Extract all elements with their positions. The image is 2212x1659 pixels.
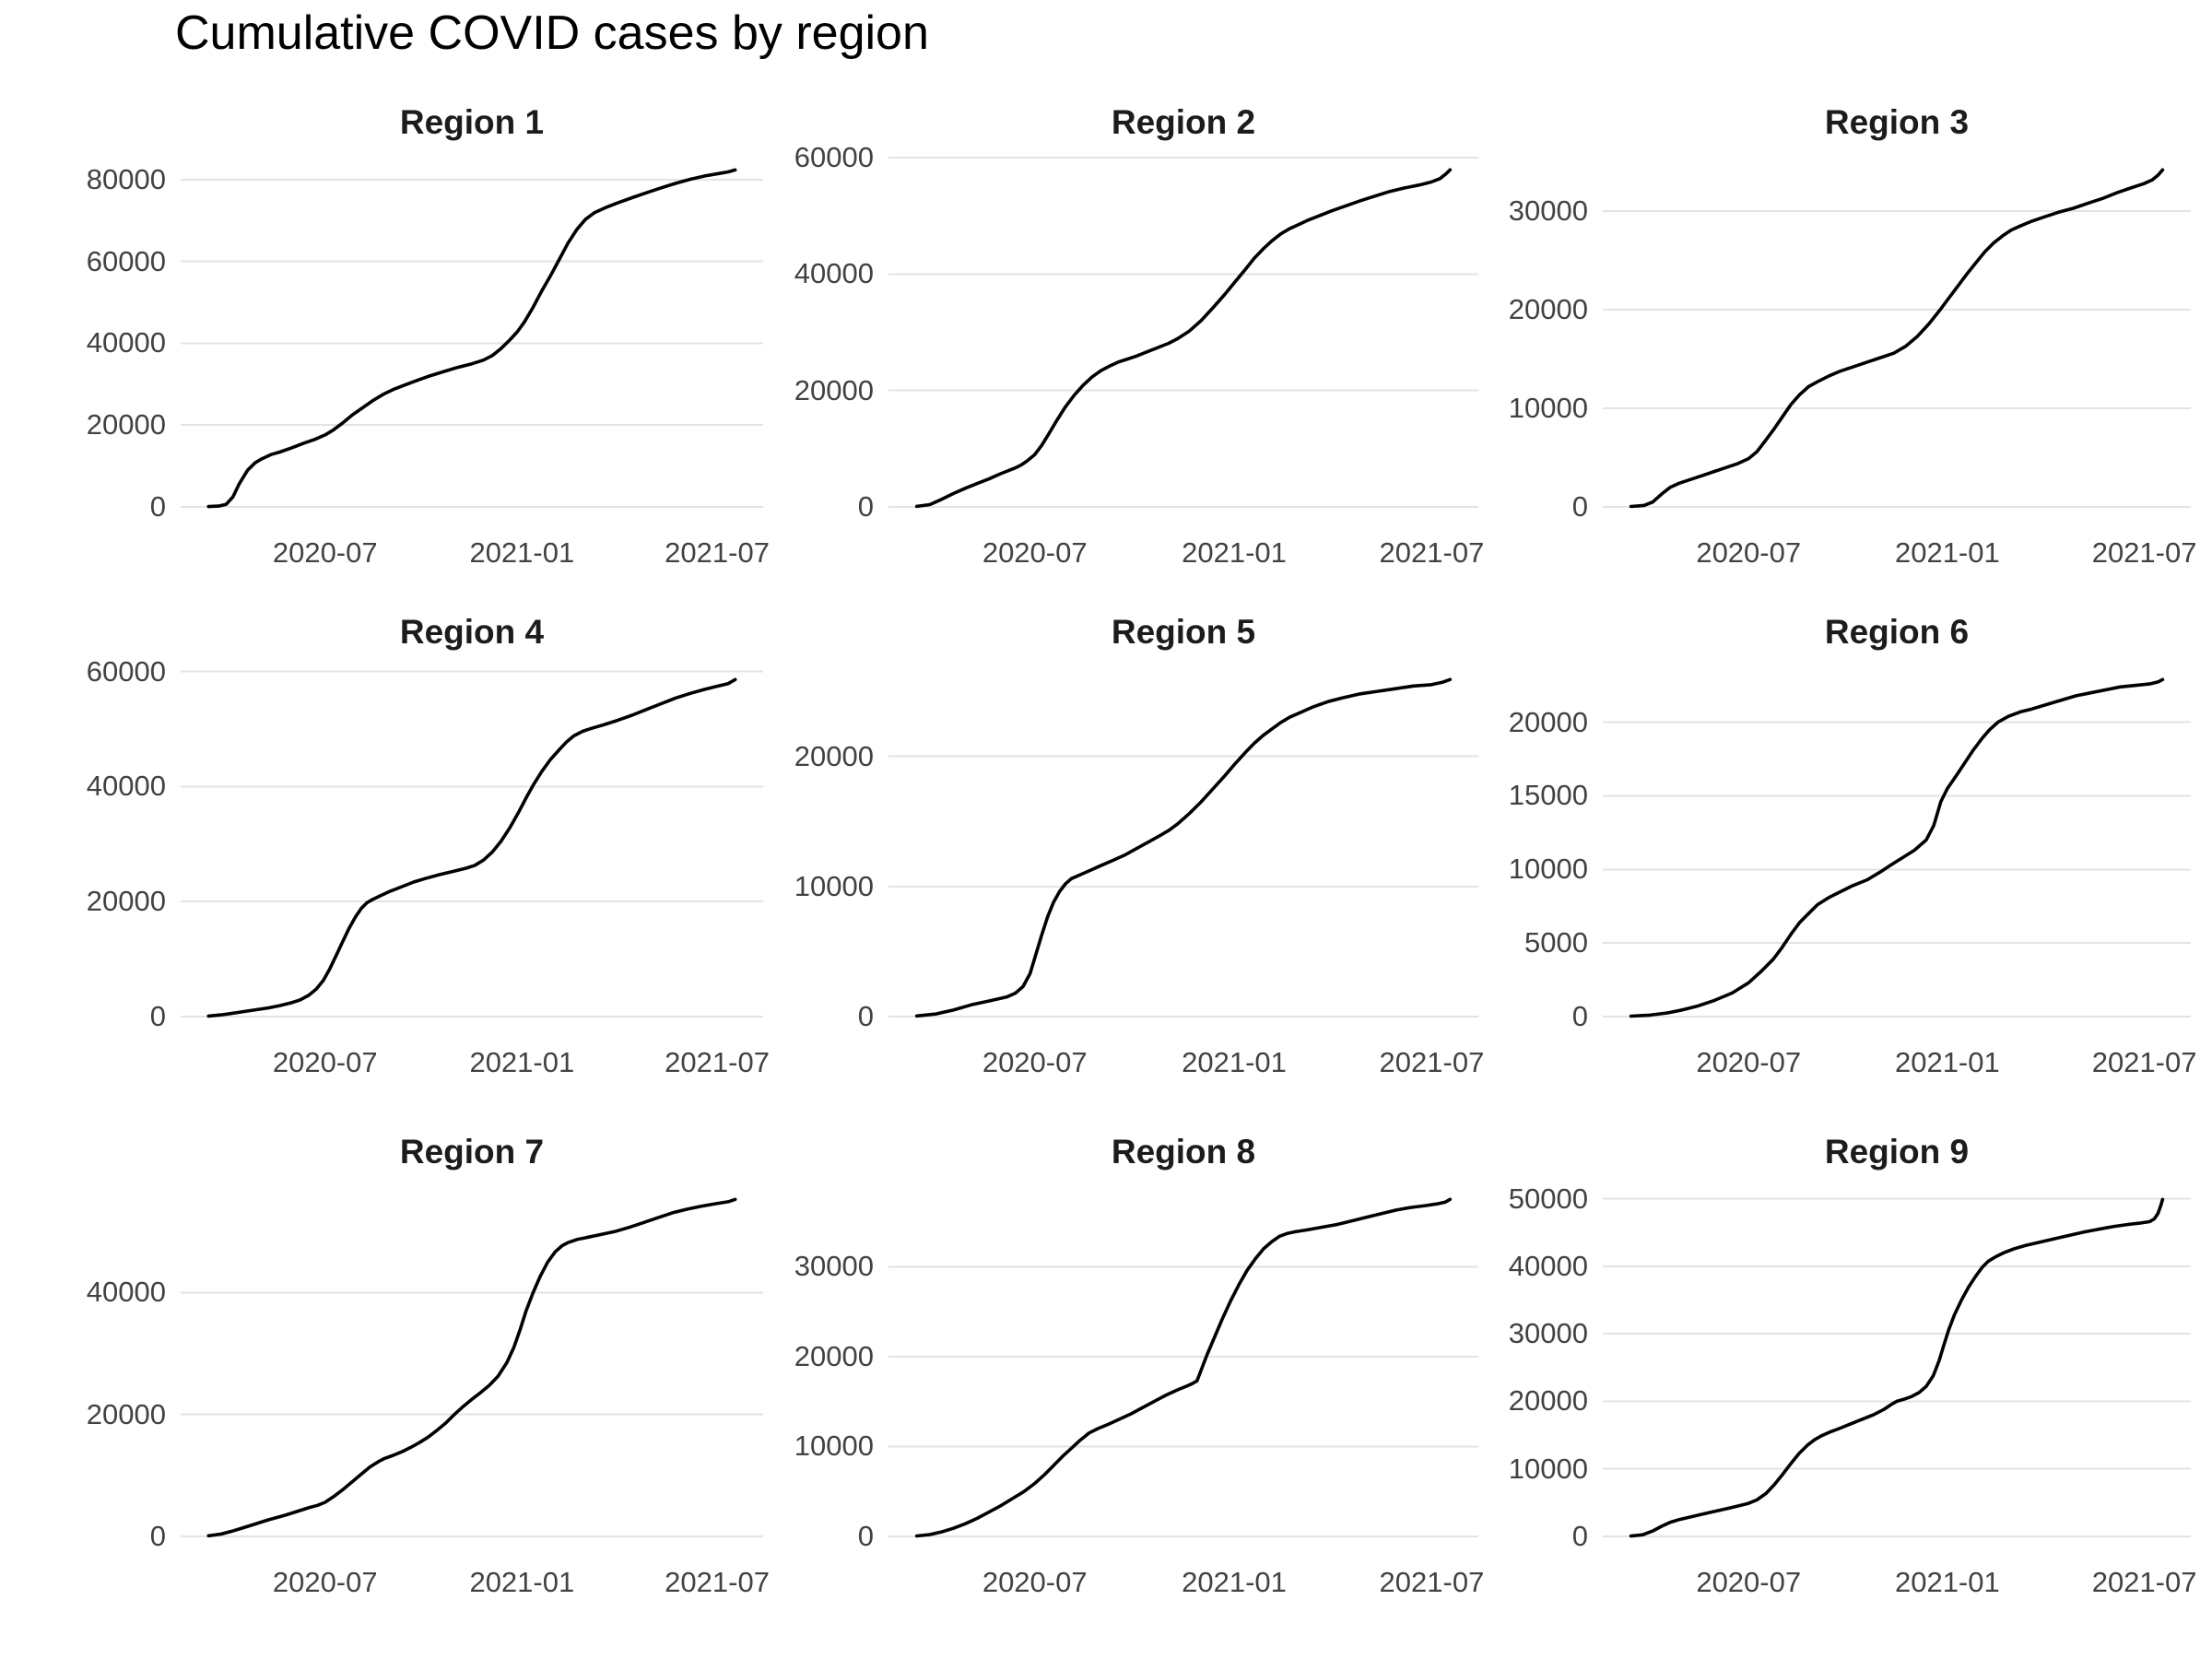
x-tick-label: 2021-01 bbox=[469, 536, 575, 569]
y-tick-label: 40000 bbox=[1508, 1249, 1588, 1282]
x-tick-label: 2020-07 bbox=[982, 1046, 1088, 1078]
y-tick-label: 30000 bbox=[1508, 194, 1588, 228]
subplot-region-4 bbox=[181, 670, 763, 1018]
y-tick-label: 0 bbox=[1571, 490, 1588, 523]
x-tick-label: 2021-01 bbox=[1182, 1046, 1287, 1078]
y-tick-label: 40000 bbox=[86, 1276, 166, 1309]
y-tick-label: 40000 bbox=[86, 770, 166, 803]
subplot-region-3 bbox=[1603, 168, 2191, 509]
y-tick-label: 10000 bbox=[794, 1430, 874, 1463]
x-tick-label: 2020-07 bbox=[982, 1566, 1088, 1598]
x-tick-label: 2021-07 bbox=[1379, 536, 1485, 569]
cumulative-cases-line bbox=[1629, 1197, 2165, 1538]
x-tick-label: 2021-07 bbox=[665, 1046, 770, 1078]
x-tick-label: 2021-07 bbox=[1379, 1566, 1485, 1598]
x-tick-label: 2021-01 bbox=[469, 1566, 575, 1598]
subplot-title: Region 4 bbox=[399, 613, 545, 651]
subplot-title: Region 2 bbox=[1111, 103, 1256, 141]
subplot-region-9 bbox=[1603, 1197, 2191, 1538]
x-tick-label: 2020-07 bbox=[272, 536, 378, 569]
y-tick-label: 0 bbox=[857, 490, 874, 523]
cumulative-cases-line bbox=[206, 168, 737, 509]
y-tick-label: 30000 bbox=[794, 1250, 874, 1283]
y-tick-label: 0 bbox=[149, 1000, 166, 1032]
subplot-title: Region 3 bbox=[1824, 103, 1970, 141]
y-tick-label: 20000 bbox=[1508, 705, 1588, 738]
y-tick-label: 40000 bbox=[794, 257, 874, 290]
subplot-region-8 bbox=[888, 1197, 1478, 1538]
x-tick-label: 2020-07 bbox=[1696, 536, 1802, 569]
x-tick-label: 2021-07 bbox=[665, 1566, 770, 1598]
subplot-region-2 bbox=[888, 157, 1478, 509]
subplot-title: Region 7 bbox=[399, 1133, 545, 1171]
x-tick-label: 2021-07 bbox=[2091, 536, 2197, 569]
cumulative-cases-line bbox=[914, 1197, 1453, 1538]
subplot-region-7 bbox=[181, 1197, 763, 1538]
subplot-title: Region 5 bbox=[1111, 613, 1256, 651]
figure-title: Cumulative COVID cases by region bbox=[175, 6, 929, 60]
x-tick-label: 2020-07 bbox=[272, 1566, 378, 1598]
x-tick-label: 2021-07 bbox=[2091, 1046, 2197, 1078]
x-tick-label: 2021-01 bbox=[1894, 1566, 2000, 1598]
y-tick-label: 10000 bbox=[794, 869, 874, 902]
y-tick-label: 50000 bbox=[1508, 1182, 1588, 1215]
subplot-region-1 bbox=[181, 168, 763, 509]
cumulative-cases-line bbox=[1629, 168, 2165, 509]
y-tick-label: 0 bbox=[857, 1520, 874, 1552]
x-tick-label: 2021-01 bbox=[1894, 536, 2000, 569]
cumulative-cases-line bbox=[914, 677, 1453, 1018]
cumulative-cases-line bbox=[1629, 677, 2165, 1018]
y-tick-label: 80000 bbox=[86, 162, 166, 195]
x-tick-label: 2020-07 bbox=[272, 1046, 378, 1078]
x-tick-label: 2021-01 bbox=[1182, 1566, 1287, 1598]
y-tick-label: 40000 bbox=[86, 326, 166, 359]
y-tick-label: 15000 bbox=[1508, 779, 1588, 812]
y-tick-label: 5000 bbox=[1524, 926, 1588, 959]
x-tick-label: 2020-07 bbox=[1696, 1046, 1802, 1078]
y-tick-label: 20000 bbox=[86, 408, 166, 441]
y-tick-label: 10000 bbox=[1508, 392, 1588, 425]
x-tick-label: 2020-07 bbox=[982, 536, 1088, 569]
y-tick-label: 0 bbox=[1571, 1000, 1588, 1032]
x-tick-label: 2021-07 bbox=[665, 536, 770, 569]
x-tick-label: 2021-01 bbox=[1182, 536, 1287, 569]
subplot-title: Region 1 bbox=[399, 103, 545, 141]
x-tick-label: 2021-07 bbox=[2091, 1566, 2197, 1598]
cumulative-cases-line bbox=[206, 677, 737, 1018]
y-tick-label: 20000 bbox=[86, 885, 166, 918]
y-tick-label: 60000 bbox=[86, 244, 166, 277]
cumulative-cases-line bbox=[914, 168, 1453, 509]
subplot-title: Region 6 bbox=[1824, 613, 1970, 651]
y-tick-label: 30000 bbox=[1508, 1317, 1588, 1350]
x-tick-label: 2021-07 bbox=[1379, 1046, 1485, 1078]
subplot-title: Region 9 bbox=[1824, 1133, 1970, 1171]
cumulative-cases-line bbox=[206, 1197, 737, 1538]
y-tick-label: 60000 bbox=[794, 141, 874, 174]
y-tick-label: 0 bbox=[149, 1520, 166, 1552]
y-tick-label: 20000 bbox=[794, 739, 874, 772]
y-tick-label: 20000 bbox=[794, 1339, 874, 1372]
y-tick-label: 0 bbox=[1571, 1520, 1588, 1552]
y-tick-label: 0 bbox=[857, 1000, 874, 1032]
y-tick-label: 10000 bbox=[1508, 1452, 1588, 1485]
y-tick-label: 20000 bbox=[1508, 1384, 1588, 1418]
y-tick-label: 20000 bbox=[794, 373, 874, 406]
y-tick-label: 0 bbox=[149, 490, 166, 523]
y-tick-label: 20000 bbox=[1508, 293, 1588, 326]
subplot-region-5 bbox=[888, 677, 1478, 1018]
x-tick-label: 2021-01 bbox=[1894, 1046, 2000, 1078]
subplot-title: Region 8 bbox=[1111, 1133, 1256, 1171]
x-tick-label: 2021-01 bbox=[469, 1046, 575, 1078]
subplot-region-6 bbox=[1603, 677, 2191, 1018]
x-tick-label: 2020-07 bbox=[1696, 1566, 1802, 1598]
y-tick-label: 10000 bbox=[1508, 853, 1588, 886]
y-tick-label: 60000 bbox=[86, 654, 166, 688]
y-tick-label: 20000 bbox=[86, 1397, 166, 1430]
